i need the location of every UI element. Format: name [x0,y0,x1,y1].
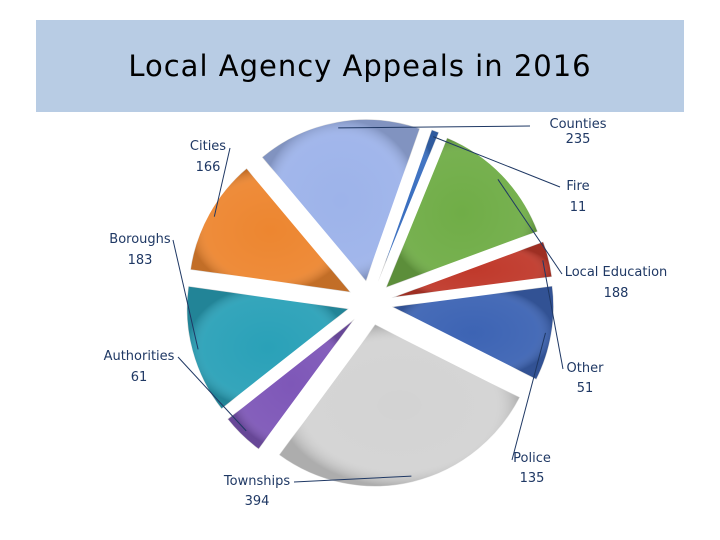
slice-value-boroughs: 183 [128,253,153,268]
slice-value-counties: 235 [566,132,591,147]
slice-value-cities: 166 [196,160,221,175]
slice-value-local-education: 188 [604,286,629,301]
pie-slice-shade-cities [190,168,351,293]
leader-line-counties [338,125,531,129]
slice-label-counties: Counties [550,117,607,132]
leader-line-boroughs [172,239,199,350]
slice-label-boroughs: Boroughs [109,232,171,247]
chart-title: Local Agency Appeals in 2016 [128,49,592,83]
leader-lines [172,125,564,483]
slice-value-townships: 394 [245,494,270,509]
slice-label-authorities: Authorities [104,349,175,364]
slice-value-fire: 11 [570,200,587,215]
pie-slice-shade-local-education [385,137,538,288]
slice-label-cities: Cities [190,139,226,154]
slice-label-fire: Fire [566,179,589,194]
leader-line-townships [293,475,412,483]
slice-label-townships: Townships [223,474,290,489]
leader-line-fire [433,136,561,188]
slice-value-authorities: 61 [131,370,148,385]
slice-label-local-education: Local Education [565,265,668,280]
pie-slice-shade-other [391,241,553,298]
leader-line-cities [213,147,231,217]
leader-line-local-education [497,179,563,275]
pie-slice-shade-townships [279,324,520,487]
pie-slice-shade-authorities [227,318,355,450]
pie-slices [186,118,555,487]
leader-line-other [542,260,564,370]
pie-slice-shade-police [391,285,554,380]
pie-slice-shade-boroughs [186,286,349,409]
pie-slice-shade-counties [261,119,420,282]
pie-slice-shade-fire [377,129,439,283]
slice-value-other: 51 [577,381,594,396]
slice-value-police: 135 [520,471,545,486]
title-band: Local Agency Appeals in 2016 [36,20,684,112]
slice-label-police: Police [513,451,551,466]
slice-label-other: Other [567,361,605,376]
leader-line-police [511,332,546,461]
leader-line-authorities [177,356,247,432]
